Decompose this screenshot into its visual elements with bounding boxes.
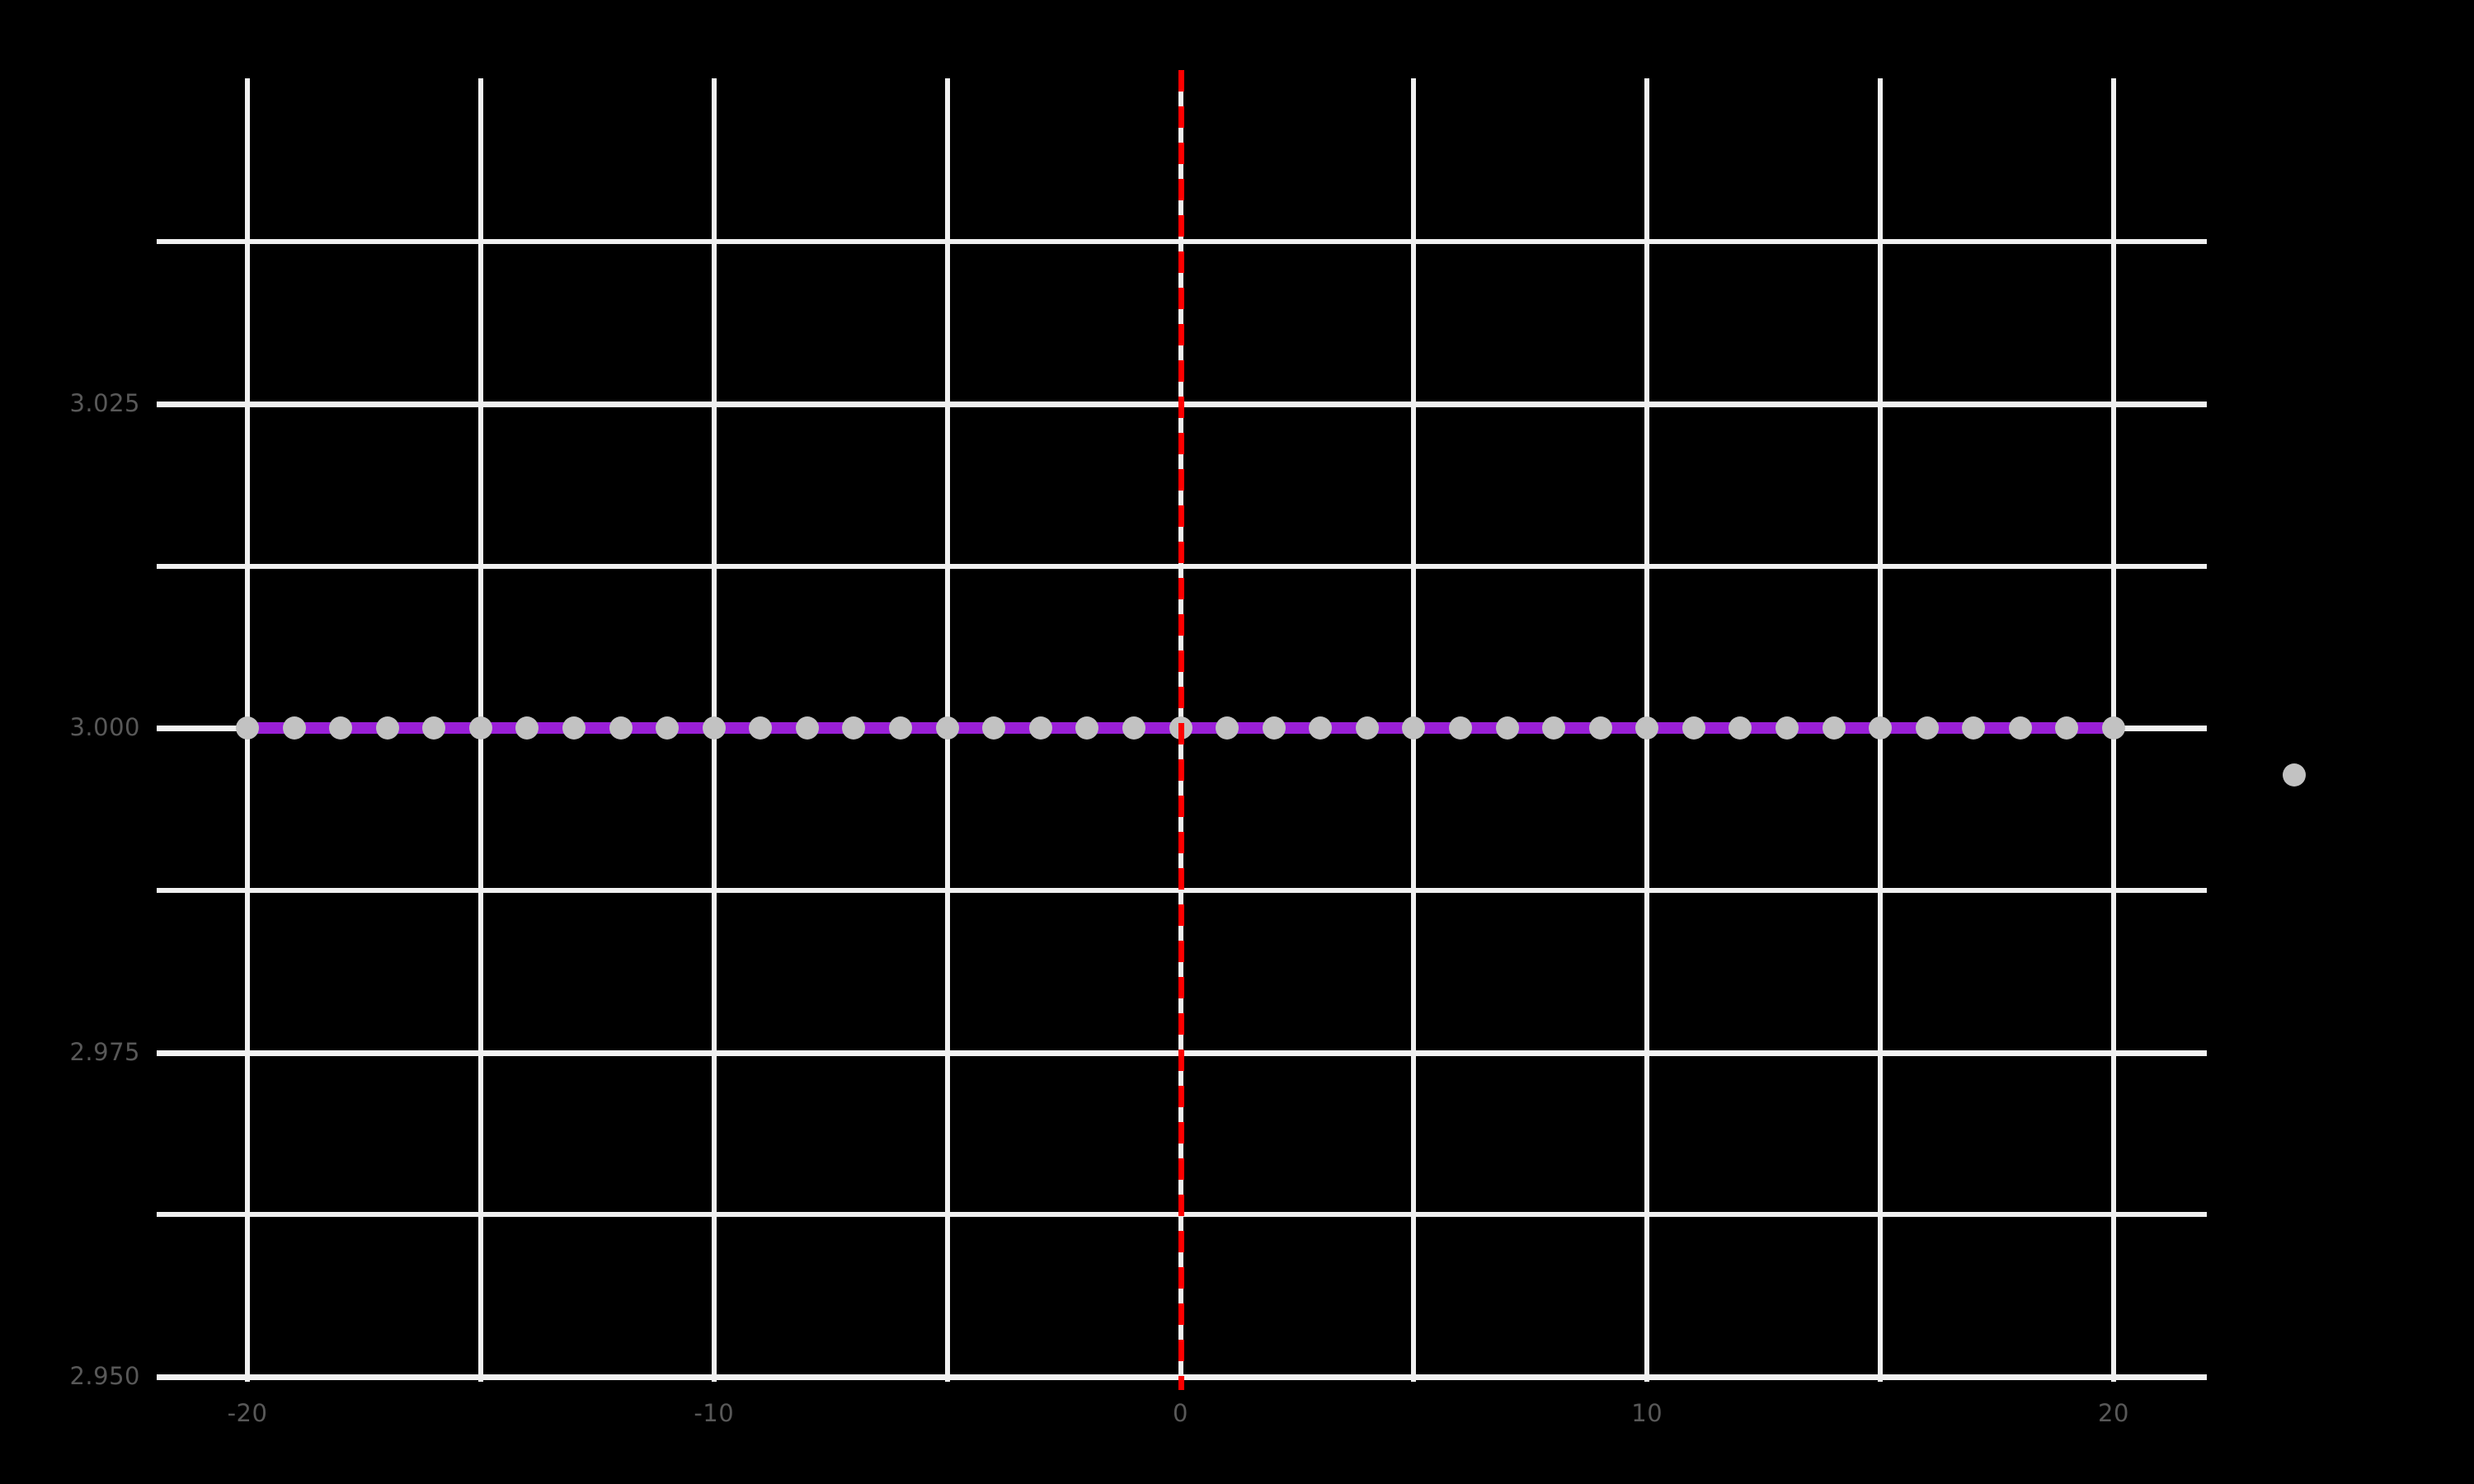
series-line-segment xyxy=(1833,722,1881,735)
data-point-marker xyxy=(702,716,726,740)
series-line-segment xyxy=(994,722,1041,735)
x-tick-label: -10 xyxy=(694,1399,735,1427)
series-line-segment xyxy=(1647,722,1694,735)
series-line-segment xyxy=(1413,722,1460,735)
series-line-segment xyxy=(574,722,621,735)
data-point-marker xyxy=(1028,716,1052,740)
data-point-marker xyxy=(609,716,633,740)
data-point-marker xyxy=(375,716,399,740)
data-point-marker xyxy=(1915,716,1939,740)
series-line-segment xyxy=(667,722,714,735)
data-point-marker xyxy=(1635,716,1659,740)
data-point-marker xyxy=(842,716,866,740)
data-point-marker xyxy=(1402,716,1426,740)
series-line-segment xyxy=(1320,722,1367,735)
series-line-segment xyxy=(341,722,388,735)
series-line-segment xyxy=(713,722,761,735)
data-point-marker xyxy=(1122,716,1145,740)
series-line-segment xyxy=(1460,722,1507,735)
series-line-segment xyxy=(1133,722,1181,735)
x-tick-label: 0 xyxy=(1173,1399,1188,1427)
data-point-marker xyxy=(282,716,306,740)
series-line-segment xyxy=(1087,722,1134,735)
series-line-segment xyxy=(1926,722,1974,735)
stray-marker xyxy=(2283,763,2306,787)
data-point-marker xyxy=(1216,716,1239,740)
series-line-segment xyxy=(1273,722,1321,735)
data-point-marker xyxy=(656,716,680,740)
series-line-segment xyxy=(854,722,901,735)
data-point-marker xyxy=(1075,716,1099,740)
series-line-segment xyxy=(480,722,528,735)
zero-reference-line xyxy=(1178,70,1184,1390)
series-line-segment xyxy=(1973,722,2020,735)
data-point-marker xyxy=(1588,716,1612,740)
x-tick-label: 10 xyxy=(1631,1399,1663,1427)
data-point-marker xyxy=(1729,716,1752,740)
data-point-marker xyxy=(982,716,1006,740)
series-line-segment xyxy=(2067,722,2114,735)
series-line-segment xyxy=(434,722,481,735)
series-line-segment xyxy=(947,722,995,735)
data-point-marker xyxy=(795,716,819,740)
series-line-segment xyxy=(1227,722,1274,735)
data-point-marker xyxy=(1775,716,1799,740)
data-point-marker xyxy=(2055,716,2079,740)
data-point-marker xyxy=(1309,716,1333,740)
series-line-segment xyxy=(2020,722,2067,735)
data-point-marker xyxy=(1869,716,1893,740)
data-point-marker xyxy=(1542,716,1566,740)
data-point-marker xyxy=(1681,716,1705,740)
series-line-segment xyxy=(387,722,435,735)
series-line-segment xyxy=(1880,722,1927,735)
data-point-marker xyxy=(515,716,539,740)
data-point-marker xyxy=(935,716,959,740)
series-line-segment xyxy=(1554,722,1601,735)
data-point-marker xyxy=(422,716,446,740)
series-line-segment xyxy=(1040,722,1088,735)
series-line-segment xyxy=(760,722,807,735)
data-point-marker xyxy=(1448,716,1472,740)
series-line-segment xyxy=(1366,722,1414,735)
data-point-marker xyxy=(329,716,353,740)
series-line-segment xyxy=(247,722,294,735)
data-point-marker xyxy=(1495,716,1519,740)
y-tick-label: 2.975 xyxy=(69,1037,140,1066)
series-line-segment xyxy=(1507,722,1554,735)
data-point-marker xyxy=(1262,716,1286,740)
series-line-segment xyxy=(527,722,574,735)
data-point-marker xyxy=(468,716,492,740)
y-tick-label: 3.025 xyxy=(69,389,140,417)
series-line-segment xyxy=(1180,722,1228,735)
series-line-segment xyxy=(620,722,668,735)
series-line-segment xyxy=(1693,722,1741,735)
series-line-segment xyxy=(1786,722,1834,735)
data-point-marker xyxy=(1962,716,1986,740)
series-line-segment xyxy=(294,722,341,735)
data-point-marker xyxy=(889,716,913,740)
x-tick-label: -20 xyxy=(227,1399,268,1427)
y-tick-label: 3.000 xyxy=(69,713,140,742)
series-line-segment xyxy=(807,722,854,735)
data-point-marker xyxy=(236,716,259,740)
data-point-marker xyxy=(2008,716,2032,740)
series-line-segment xyxy=(1600,722,1648,735)
data-point-marker xyxy=(1355,716,1379,740)
data-point-marker xyxy=(749,716,773,740)
data-point-marker xyxy=(1822,716,1846,740)
x-tick-label: 20 xyxy=(2098,1399,2129,1427)
data-point-marker xyxy=(562,716,586,740)
series-line-segment xyxy=(1740,722,1787,735)
y-tick-label: 2.950 xyxy=(69,1362,140,1390)
data-point-marker xyxy=(2102,716,2125,740)
series-line-segment xyxy=(901,722,948,735)
